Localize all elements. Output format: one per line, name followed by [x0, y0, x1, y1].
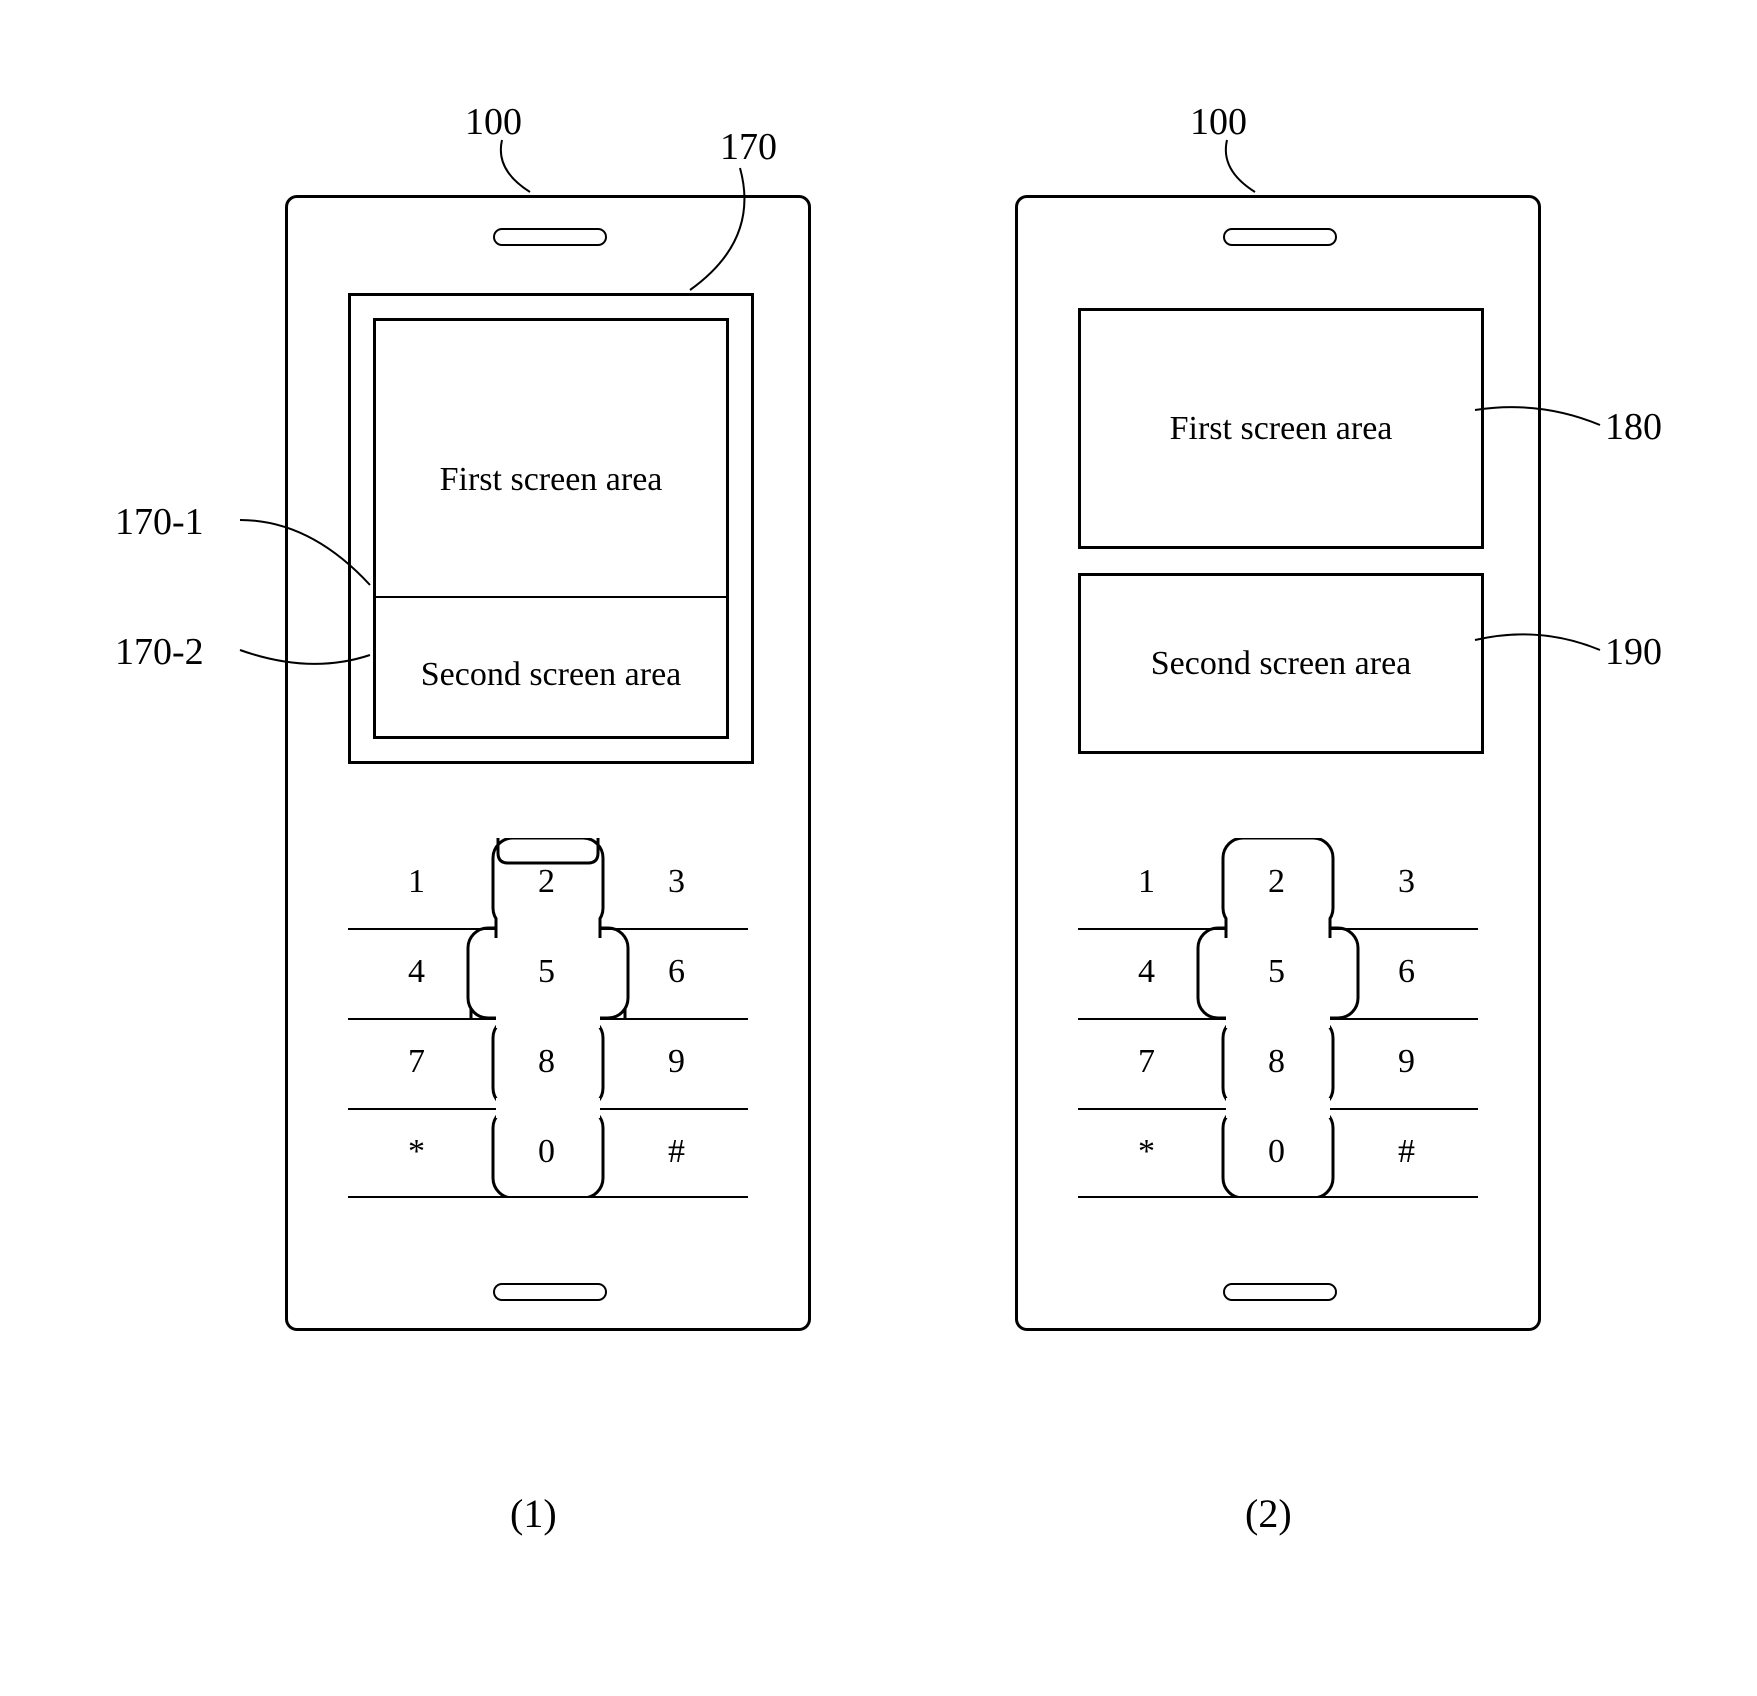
fig-label-1: (1) — [510, 1490, 557, 1537]
diagram-canvas: First screen area Second screen area — [40, 40, 1757, 1656]
lead-190 — [40, 40, 1757, 1656]
fig-label-2: (2) — [1245, 1490, 1292, 1537]
